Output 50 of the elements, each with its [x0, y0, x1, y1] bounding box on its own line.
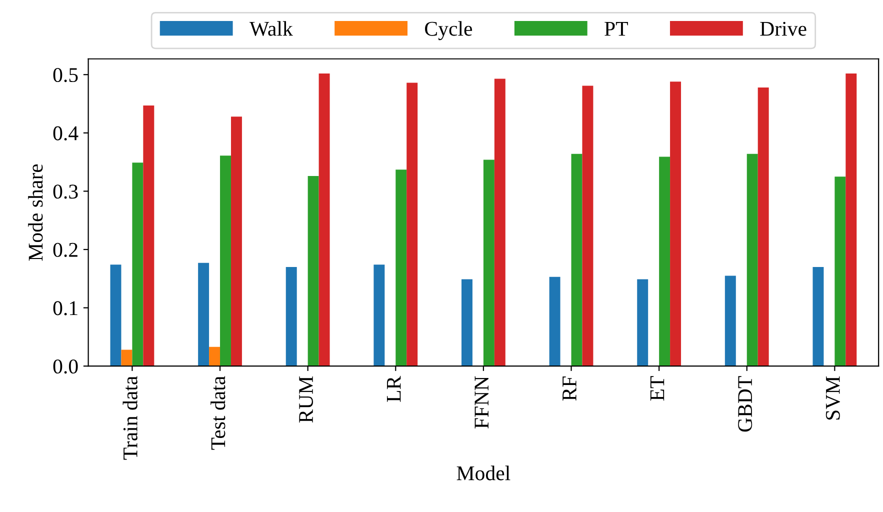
x-tick-label: SVM	[826, 376, 840, 420]
legend-label: Walk	[249, 21, 293, 36]
bar	[758, 87, 769, 366]
bar	[396, 170, 407, 366]
bar	[812, 266, 824, 366]
bar	[670, 82, 682, 366]
bar	[724, 276, 736, 366]
y-tick-label: 0.4	[53, 126, 78, 140]
x-tick-label: RUM	[299, 376, 314, 423]
bar	[582, 86, 594, 366]
legend-label: Cycle	[425, 21, 472, 40]
x-tick-label: GBDT	[738, 376, 752, 432]
x-tick-label: LR	[387, 376, 401, 402]
y-tick-label: 0.2	[53, 242, 78, 258]
x-axis-title: Model	[456, 466, 510, 480]
bar	[230, 116, 242, 366]
bar	[659, 156, 670, 366]
bar	[132, 162, 144, 366]
bar	[483, 160, 494, 366]
bar	[143, 106, 154, 366]
bar	[374, 264, 385, 366]
bar	[846, 73, 857, 366]
y-axis-title: Mode share	[28, 164, 43, 261]
bar	[121, 350, 132, 366]
y-tick-label: 0.0	[53, 359, 78, 374]
x-tick-label: FFNN	[474, 376, 488, 428]
y-tick-label: 0.1	[53, 301, 78, 316]
bar	[406, 82, 418, 366]
x-tick-label: Train data	[122, 376, 138, 460]
legend-label: Drive	[760, 22, 806, 36]
x-tick-label: RF	[562, 376, 576, 401]
bar	[220, 156, 231, 366]
bar	[834, 176, 846, 366]
bar	[308, 176, 319, 366]
bar	[746, 154, 758, 366]
bar	[110, 264, 122, 366]
bar	[571, 154, 582, 366]
bar	[198, 262, 210, 366]
legend-label: PT	[604, 22, 628, 36]
x-tick-label: Test data	[210, 376, 226, 450]
x-tick-label: ET	[650, 376, 664, 401]
bar	[318, 73, 330, 366]
bar	[637, 279, 648, 366]
bar	[494, 78, 506, 366]
bar	[461, 279, 472, 366]
y-tick-label: 0.3	[53, 184, 78, 199]
bar	[549, 276, 560, 366]
bar	[286, 266, 297, 366]
y-tick-label: 0.5	[53, 68, 78, 82]
bar	[209, 346, 220, 366]
